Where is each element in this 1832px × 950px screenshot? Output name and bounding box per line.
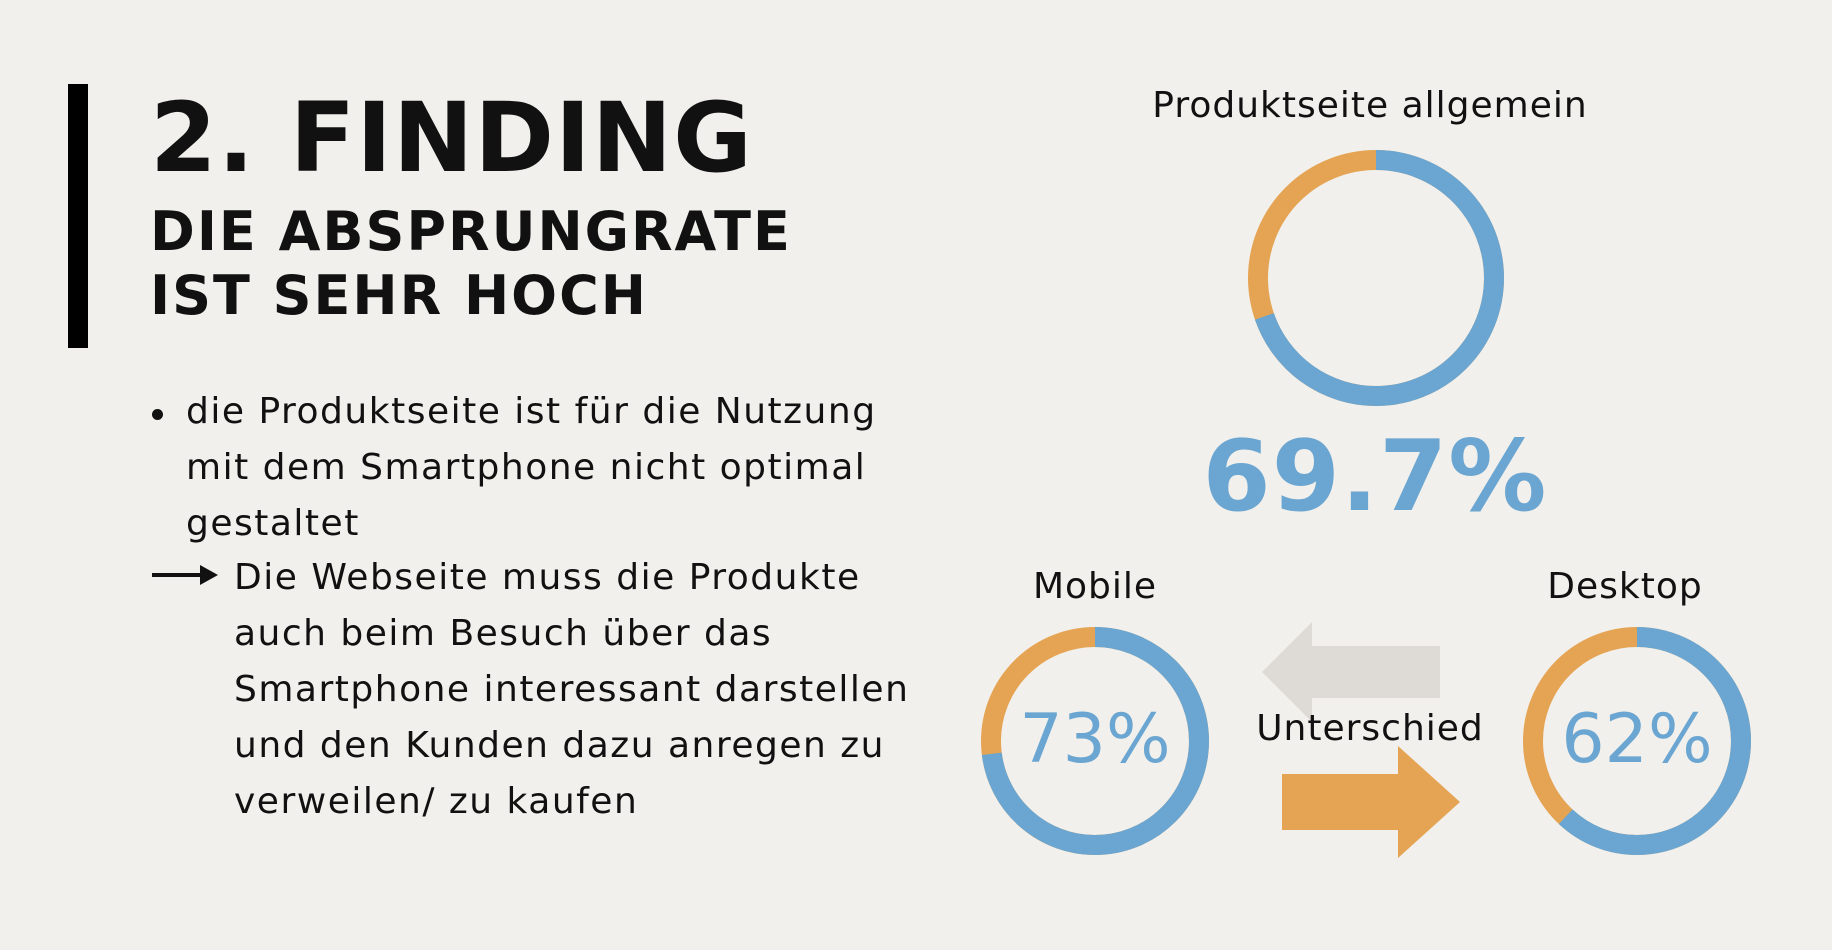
desktop-chart-label: Desktop [1547, 566, 1703, 607]
bullet-dot-icon [152, 409, 163, 420]
overall-value: 69.7% [1202, 420, 1548, 534]
bullet-text: die Produktseite ist für die Nutzung mit… [186, 391, 877, 544]
difference-label: Unterschied [1256, 708, 1484, 749]
accent-bar [68, 84, 88, 348]
desktop-donut [1523, 627, 1751, 855]
right-arrow-icon [152, 565, 218, 585]
arrow-text: Die Webseite muss die Produkte auch beim… [234, 557, 910, 822]
overall-chart-label: Produktseite allgemein [1152, 85, 1588, 126]
desktop-value: 62% [1561, 700, 1713, 779]
page-subtitle: DIE ABSPRUNGRATE IST SEHR HOCH [150, 200, 792, 327]
left-arrow-icon [1262, 622, 1440, 722]
desktop-donut-segment [1523, 627, 1751, 855]
mobile-value: 73% [1019, 700, 1171, 779]
page-title: 2. FINDING [150, 82, 753, 194]
mobile-donut-segment [981, 627, 1209, 855]
overall-donut-segment [1248, 150, 1504, 406]
mobile-chart-label: Mobile [1032, 566, 1158, 607]
overall-donut [1248, 150, 1504, 406]
right-arrow-icon [1282, 746, 1460, 858]
mobile-donut [981, 627, 1209, 855]
